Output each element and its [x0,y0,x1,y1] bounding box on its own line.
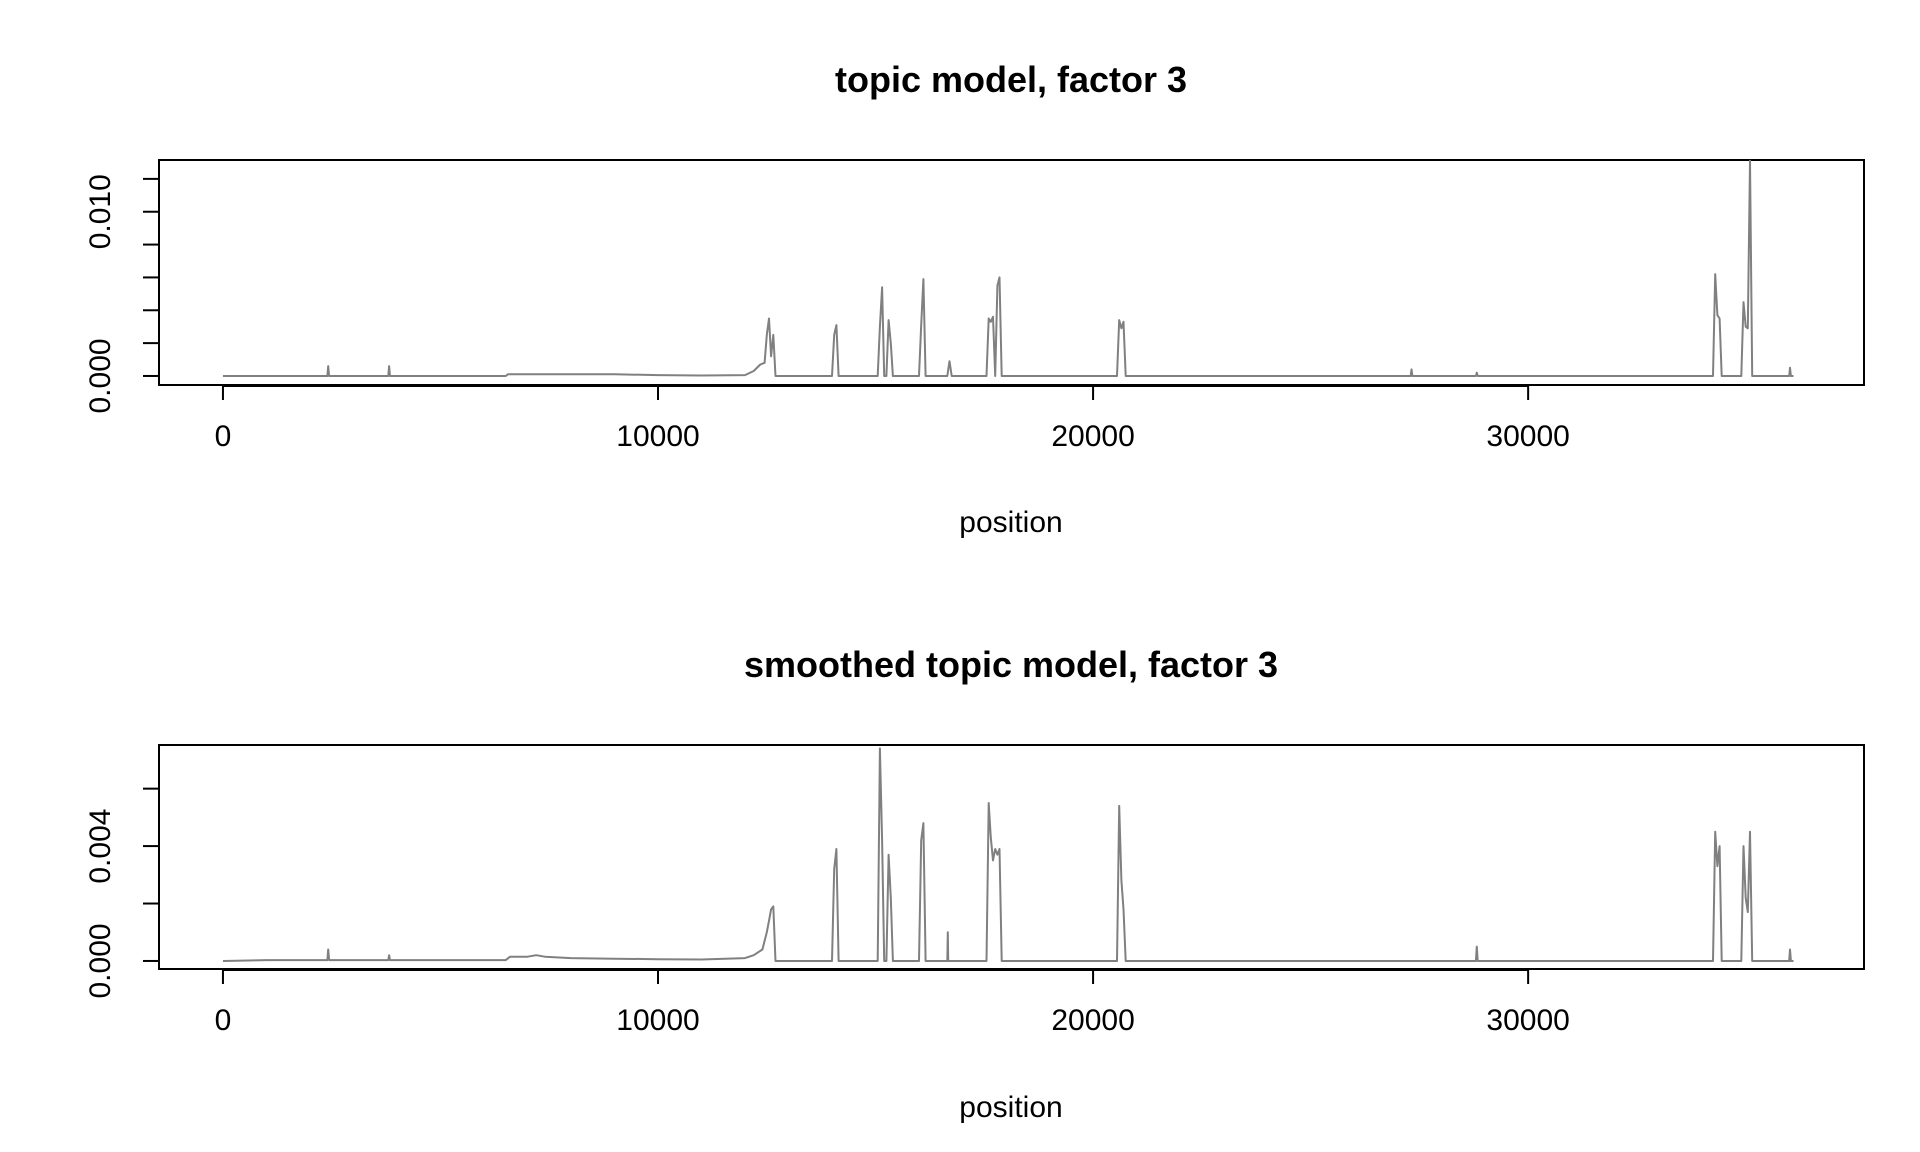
series-line [223,159,1794,377]
series-line [222,747,1794,962]
y-axis: 0.000 0.010 [84,174,159,414]
y-axis: 0.000 0.004 [84,787,159,998]
x-tick-label: 20000 [1051,420,1134,453]
y-tick-label: 0.000 [84,923,117,998]
x-tick-label: 30000 [1486,420,1569,453]
x-tick-label: 0 [215,420,232,453]
y-tick-label: 0.004 [84,809,117,884]
x-tick-label: 10000 [616,420,699,453]
x-axis-label: position [959,506,1062,539]
x-tick-label: 10000 [616,1004,699,1037]
x-axis: 0 10000 20000 30000 [215,385,1570,453]
chart-panel-smoothed-topic-model: smoothed topic model, factor 3 0 10000 200… [84,644,1865,1124]
x-tick-label: 20000 [1051,1004,1134,1037]
y-tick-label: 0.010 [84,174,117,249]
x-tick-label: 0 [215,1004,232,1037]
plot-frame [158,159,1865,386]
x-axis-label: position [959,1091,1062,1124]
chart-panel-topic-model: topic model, factor 3 0 10000 20000 30000 0… [84,59,1865,539]
x-tick-label: 30000 [1486,1004,1569,1037]
chart-title: smoothed topic model, factor 3 [744,644,1278,685]
x-axis: 0 10000 20000 30000 [215,969,1570,1037]
y-tick-label: 0.000 [84,338,117,413]
chart-title: topic model, factor 3 [835,59,1187,100]
plot-frame [158,744,1865,970]
